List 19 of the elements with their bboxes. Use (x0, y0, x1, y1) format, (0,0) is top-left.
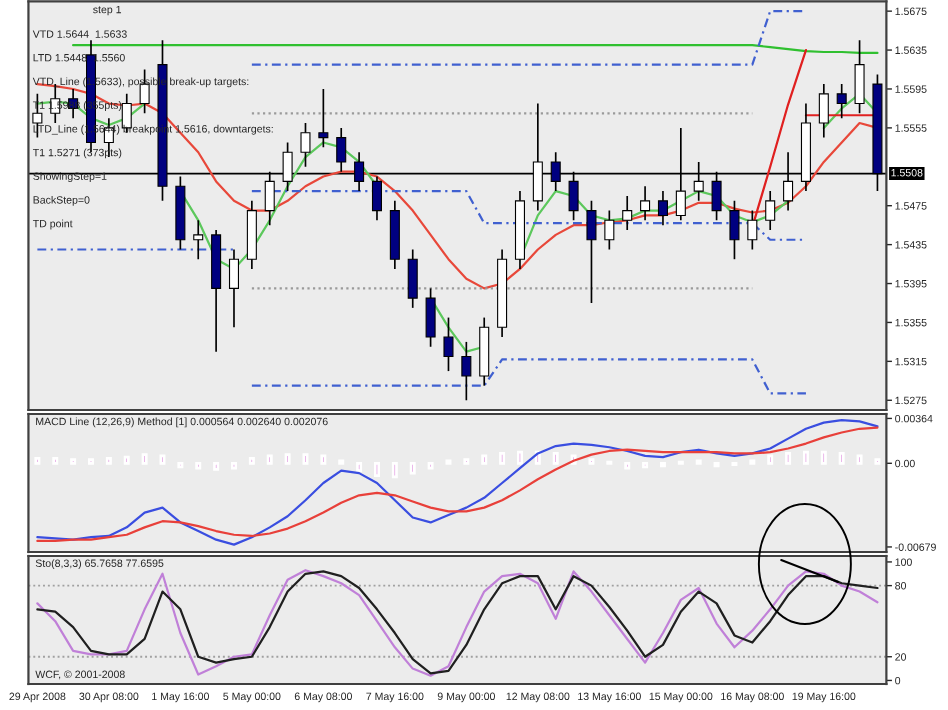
candlestick (228, 248, 240, 329)
candlestick (407, 248, 418, 309)
candlestick (461, 341, 472, 402)
candlestick (765, 190, 776, 231)
candlestick (836, 83, 847, 119)
candlestick (657, 190, 668, 227)
candlestick (854, 39, 865, 115)
candlestick (425, 287, 436, 348)
candlestick (604, 209, 615, 251)
candlestick (640, 185, 651, 222)
candlestick (443, 316, 454, 372)
candlestick (318, 88, 329, 149)
candlestick (300, 122, 311, 168)
candlestick (193, 219, 204, 261)
candlestick (818, 83, 829, 139)
candlestick (729, 200, 740, 261)
candlestick (747, 209, 758, 251)
candlestick (622, 195, 633, 231)
candlestick (586, 200, 597, 304)
